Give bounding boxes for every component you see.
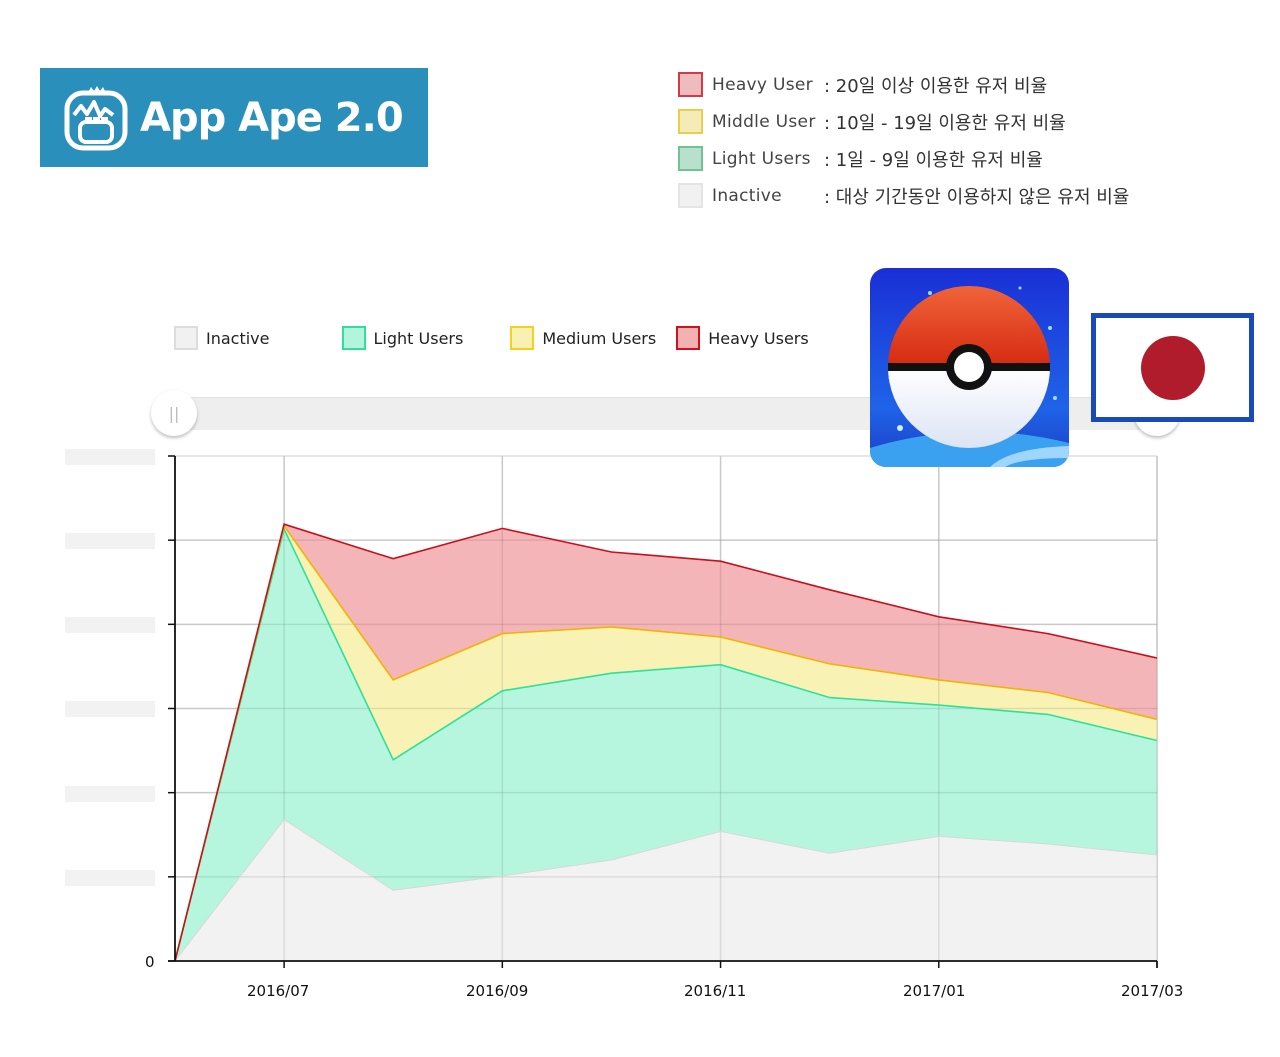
legend-label: Medium Users	[542, 328, 657, 348]
japan-flag-icon	[1091, 313, 1254, 422]
pokeball-app-icon	[870, 268, 1069, 467]
y-tick-label-hidden	[65, 701, 155, 717]
legend-swatch	[676, 326, 701, 350]
legend-item-medium-users[interactable]: Medium Users	[510, 326, 656, 350]
legend-swatch	[174, 326, 198, 350]
legend-item-heavy-users[interactable]: Heavy Users	[676, 326, 809, 350]
x-tick-label: 2016/11	[684, 982, 747, 1000]
x-tick-label: 2017/01	[903, 982, 966, 1000]
legend-swatch	[341, 326, 366, 350]
legend-item-light-users[interactable]: Light Users	[341, 326, 464, 350]
heavy-user-swatch	[678, 72, 703, 97]
x-tick-label: 2017/03	[1121, 982, 1184, 1000]
slider-left-handle[interactable]: ||	[151, 390, 197, 436]
y-tick-label-hidden	[65, 449, 155, 465]
app-ape-logo: App Ape 2.0	[40, 68, 428, 167]
legend-swatch	[510, 326, 535, 350]
chart-legend: Inactive Light Users Medium Users Heavy …	[174, 326, 831, 350]
definition-name: Light Users	[712, 148, 811, 169]
definition-heavy-user: Heavy User : 20일 이상 이용한 유저 비율	[678, 66, 1129, 103]
definition-name: Inactive	[712, 185, 782, 206]
middle-user-swatch	[678, 109, 703, 134]
legend-item-inactive[interactable]: Inactive	[174, 326, 270, 350]
legend-label: Heavy Users	[708, 328, 809, 348]
definition-name: Middle User	[712, 111, 816, 132]
user-type-definitions: Heavy User : 20일 이상 이용한 유저 비율 Middle Use…	[678, 66, 1129, 214]
y-tick-label-hidden	[65, 786, 155, 802]
light-users-swatch	[678, 146, 703, 171]
definition-inactive: Inactive : 대상 기간동안 이용하지 않은 유저 비율	[678, 177, 1129, 214]
definition-middle-user: Middle User : 10일 - 19일 이용한 유저 비율	[678, 103, 1129, 140]
definition-desc: : 1일 - 9일 이용한 유저 비율	[824, 149, 1043, 171]
legend-label: Inactive	[206, 328, 270, 348]
grip-icon: ||	[168, 403, 180, 423]
logo-text: App Ape 2.0	[140, 94, 404, 141]
y-axis-zero-label: 0	[145, 953, 155, 971]
definition-desc: : 20일 이상 이용한 유저 비율	[824, 75, 1048, 97]
definition-desc: : 10일 - 19일 이용한 유저 비율	[824, 112, 1066, 134]
y-tick-label-hidden	[65, 533, 155, 549]
flag-red-disc	[1140, 335, 1205, 400]
inactive-swatch	[678, 183, 703, 208]
y-tick-label-hidden	[65, 870, 155, 886]
ape-face-icon	[64, 85, 128, 150]
definition-name: Heavy User	[712, 74, 813, 95]
definition-light-users: Light Users : 1일 - 9일 이용한 유저 비율	[678, 140, 1129, 177]
x-tick-label: 2016/09	[466, 982, 529, 1000]
definition-desc: : 대상 기간동안 이용하지 않은 유저 비율	[824, 186, 1130, 208]
x-tick-label: 2016/07	[247, 982, 310, 1000]
legend-label: Light Users	[373, 328, 464, 348]
y-tick-label-hidden	[65, 617, 155, 633]
